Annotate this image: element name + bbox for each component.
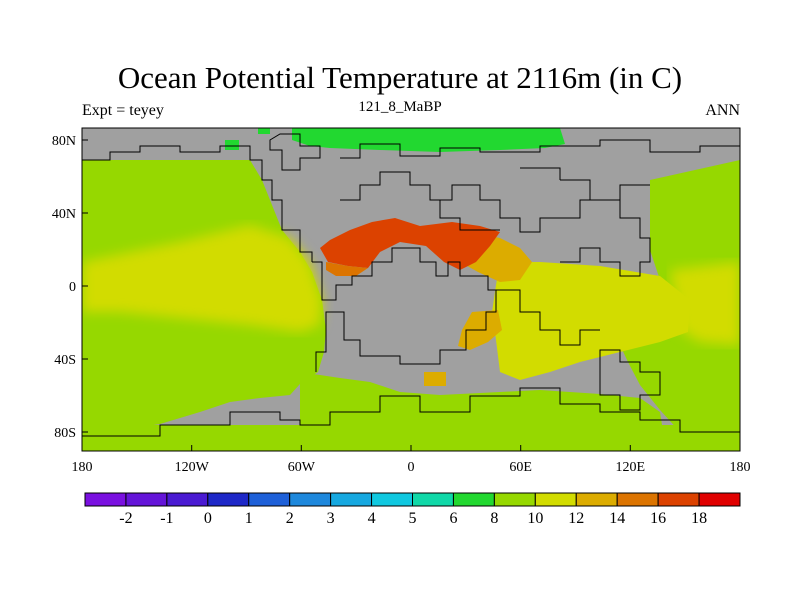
colorbar: -2 -1 0 1 2 3 4 5 6 8 10 12 14 16 18 [84,492,741,527]
coastline-greenland [269,133,321,171]
colorbar-label: 1 [245,510,253,527]
colorbar-swatch [534,492,577,507]
colorbar-label: 12 [568,510,584,527]
colorbar-swatch [125,492,168,507]
lon-tick-label: 0 [408,460,415,475]
coastline-antarctica [82,387,740,437]
colorbar-label: 6 [449,510,457,527]
colorbar-label: 0 [204,510,212,527]
lon-tick-label: 120E [616,460,646,475]
colorbar-swatch [371,492,413,507]
colorbar-label: 8 [490,510,498,527]
colorbar-swatch [657,492,700,507]
colorbar-swatch [248,492,291,507]
colorbar-label: 3 [327,510,335,527]
colorbar-label: 16 [650,510,666,527]
experiment-label: Expt = teyey [82,102,164,119]
southern-ocean-shelf [300,372,662,425]
coastline-australia [599,349,661,411]
small-warm-patch [424,372,446,386]
colorbar-label: 4 [368,510,376,527]
southern-ocean [82,425,740,451]
continent-outlines [82,133,740,437]
colorbar-label: 10 [527,510,543,527]
colorbar-swatch [330,492,373,507]
tethys-hot-core [320,218,500,270]
lon-tick-label: 60E [509,460,532,475]
colorbar-swatch [289,492,332,507]
colorbar-swatch [575,492,618,507]
pacific-east-ocean [620,160,740,440]
colorbar-label: 2 [286,510,294,527]
colorbar-swatch [84,492,127,507]
colorbar-label: 14 [609,510,625,527]
lon-tick-label: 180 [72,460,93,475]
coastline-north-america [82,145,313,262]
indian-ocean [492,262,690,380]
arctic-patch-left [225,140,239,150]
colorbar-swatch [207,492,250,507]
coastline-asia-inner [439,167,591,231]
lat-tick-label: 0 [69,280,76,295]
colorbar-swatch [698,492,741,507]
lat-tick-label: 40S [54,353,76,368]
colorbar-label: -1 [160,510,173,527]
map-panel: 180 120W 60W 0 60E 120E 180 80N 40N 0 40… [52,127,751,475]
coastline-south-america [312,247,497,372]
colorbar-swatch [166,492,209,507]
lat-ticks [82,139,88,433]
colorbar-label: 18 [691,510,707,527]
colorbar-swatch [452,492,495,507]
pacific-west-warm-band [82,225,322,332]
lon-tick-labels: 180 120W 60W 0 60E 120E 180 [72,460,751,475]
lon-tick-label: 60W [288,460,316,475]
coastline-eurasia [340,139,740,159]
coastline-europe [340,171,650,233]
arctic-patch-small [258,128,270,134]
season-label: ANN [705,102,740,119]
coastline-africa [496,289,600,346]
colorbar-swatch [616,492,659,507]
lat-tick-label: 40N [52,207,76,222]
lat-tick-label: 80S [54,426,76,441]
map-title: Ocean Potential Temperature at 2116m (in… [117,60,683,95]
colorbar-swatch [493,492,536,507]
lat-tick-labels: 80N 40N 0 40S 80S [52,134,76,441]
map-subtitle: 121_8_MaBP [358,99,442,115]
colorbar-label: 5 [409,510,417,527]
lon-ticks [81,445,741,451]
lon-tick-label: 120W [175,460,210,475]
tethys-orange-fringe [326,262,368,276]
coastline-asia-east [560,200,651,277]
lon-tick-label: 180 [730,460,751,475]
colorbar-swatch [412,492,454,507]
colorbar-label: -2 [119,510,132,527]
lat-tick-label: 80N [52,134,76,149]
